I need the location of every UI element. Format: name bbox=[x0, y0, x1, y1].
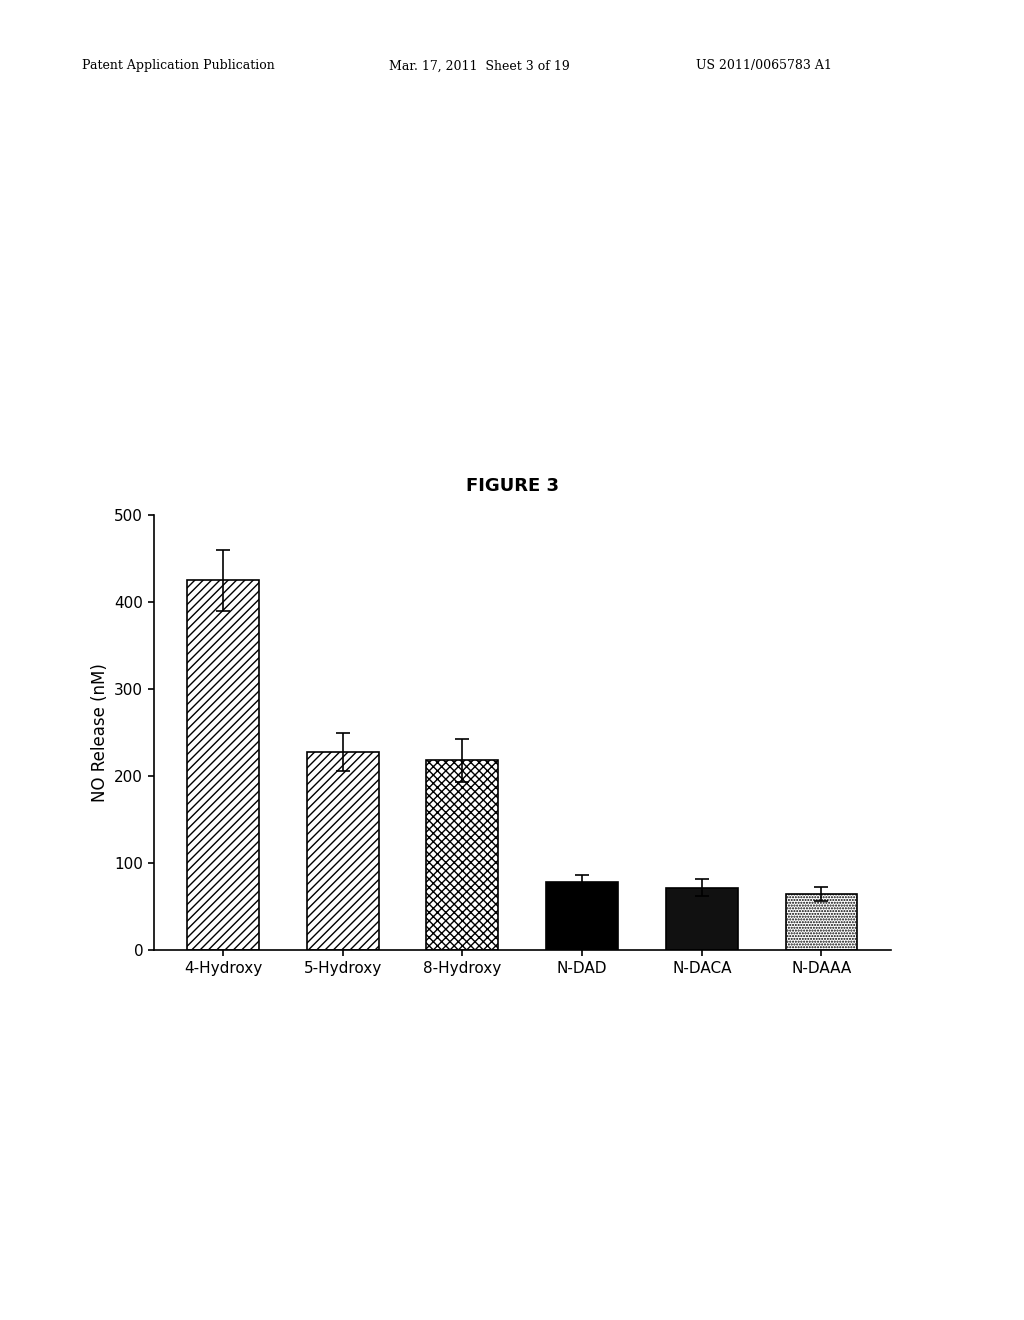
Y-axis label: NO Release (nM): NO Release (nM) bbox=[91, 663, 109, 803]
Bar bbox=[187, 579, 259, 950]
Text: FIGURE 3: FIGURE 3 bbox=[466, 477, 558, 495]
Text: US 2011/0065783 A1: US 2011/0065783 A1 bbox=[696, 59, 833, 73]
Bar bbox=[307, 752, 379, 950]
Text: Patent Application Publication: Patent Application Publication bbox=[82, 59, 274, 73]
Bar bbox=[546, 883, 618, 950]
Text: Mar. 17, 2011  Sheet 3 of 19: Mar. 17, 2011 Sheet 3 of 19 bbox=[389, 59, 570, 73]
Bar bbox=[426, 760, 499, 950]
Bar bbox=[785, 894, 857, 950]
Bar bbox=[666, 887, 737, 950]
